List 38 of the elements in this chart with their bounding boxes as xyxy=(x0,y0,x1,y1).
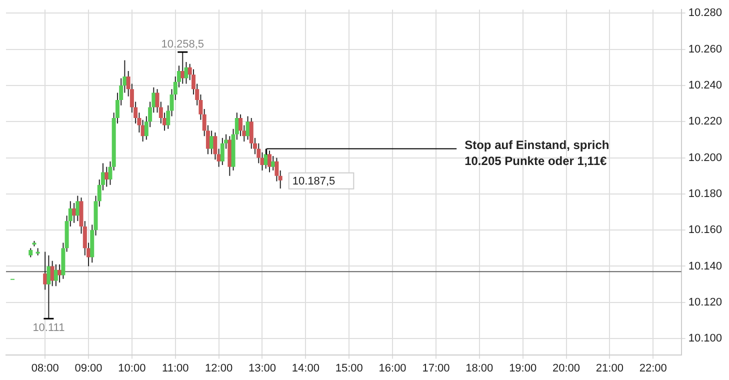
y-tick-label: 10.100 xyxy=(688,332,722,345)
x-tick-label: 16:00 xyxy=(378,362,406,374)
y-tick-label: 10.280 xyxy=(688,7,722,20)
y-tick-label: 10.220 xyxy=(688,116,722,128)
x-tick-label: 12:00 xyxy=(205,362,233,374)
y-tick-label: 10.160 xyxy=(688,224,722,236)
candlestick xyxy=(28,248,33,258)
y-tick-label: 10.200 xyxy=(688,152,722,164)
x-tick-label: 11:00 xyxy=(162,362,189,374)
candlestick xyxy=(50,260,54,287)
x-tick-label: 08:00 xyxy=(31,362,59,374)
candlestick xyxy=(54,264,58,287)
x-tick-label: 10:00 xyxy=(118,362,146,374)
x-tick-label: 18:00 xyxy=(466,362,494,374)
y-tick-label: 10.140 xyxy=(688,260,722,272)
y-tick-label: 10.240 xyxy=(688,80,722,92)
annotation: 10.111 xyxy=(32,322,65,334)
x-tick-label: 22:00 xyxy=(639,362,667,374)
candlestick xyxy=(180,52,185,84)
annotation: Stop auf Einstand, sprich 10.205 Punkte oder 1,11€ xyxy=(464,138,610,168)
y-tick-label: 10.120 xyxy=(688,296,722,308)
x-tick-label: 09:00 xyxy=(74,362,102,374)
candlestick xyxy=(220,137,224,166)
x-tick-label: 21:00 xyxy=(596,362,624,374)
x-tick-label: 17:00 xyxy=(422,362,450,374)
annotation: 10.258,5 xyxy=(161,38,204,51)
x-tick-label: 19:00 xyxy=(509,362,537,374)
candlestick xyxy=(76,195,80,222)
annotation: 10.187,5 xyxy=(292,175,336,188)
y-tick-label: 10.260 xyxy=(688,43,722,56)
x-tick-label: 14:00 xyxy=(292,362,320,374)
x-tick-label: 15:00 xyxy=(335,362,363,374)
x-tick-label: 13:00 xyxy=(248,362,276,374)
y-tick-label: 10.180 xyxy=(688,188,722,200)
candlestick xyxy=(267,150,272,173)
candlestick xyxy=(210,130,214,155)
candlestick xyxy=(46,254,51,320)
x-tick-label: 20:00 xyxy=(552,362,580,374)
